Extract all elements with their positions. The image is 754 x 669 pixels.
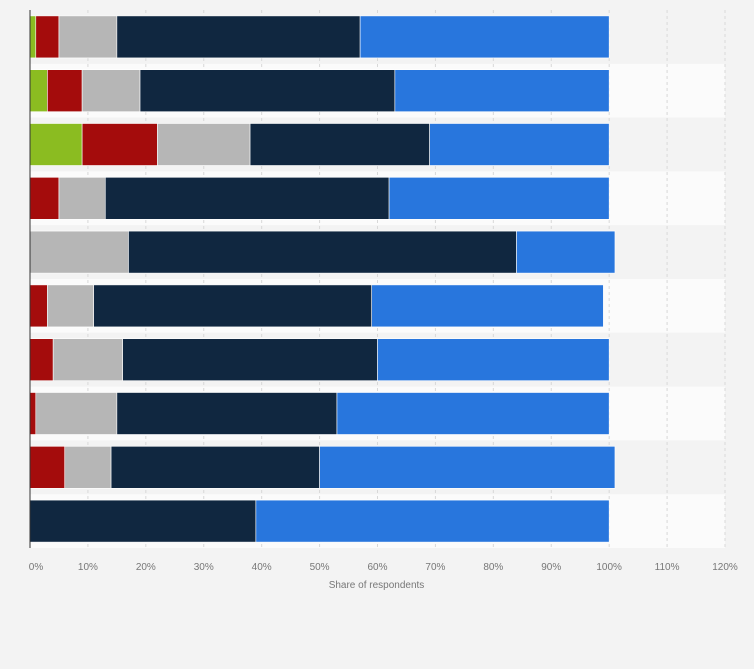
bar-segment[interactable] [29,392,37,435]
bar-segment[interactable] [116,15,361,59]
bar-segment[interactable] [157,123,251,166]
bar-segment[interactable] [394,69,610,112]
bar-segment[interactable] [35,392,118,435]
x-tick-label: 120% [712,562,738,573]
bar-segment[interactable] [116,392,338,435]
x-tick-label: 40% [252,562,272,573]
x-tick-label: 30% [194,562,214,573]
x-tick-label: 0% [29,562,44,573]
bar-segment[interactable] [81,123,158,166]
bar-segment[interactable] [139,69,396,112]
x-tick-label: 80% [483,562,503,573]
bar-segment[interactable] [58,15,118,59]
bar-segment[interactable] [29,123,83,166]
x-tick-label: 50% [310,562,330,573]
bar-segment[interactable] [81,69,141,112]
bar-segment[interactable] [255,499,610,543]
x-tick-label: 20% [136,562,156,573]
bar-segment[interactable] [58,177,106,220]
bar-segment[interactable] [35,15,60,59]
x-tick-label: 100% [596,562,622,573]
bar-segment[interactable] [249,123,430,166]
bar-segment[interactable] [29,15,37,59]
bar-segment[interactable] [29,177,60,220]
bar-segment[interactable] [52,338,123,382]
bar-segment[interactable] [29,499,257,543]
x-axis-title: Share of respondents [329,580,425,591]
bar-segment[interactable] [122,338,378,382]
bar-segment[interactable] [110,445,320,489]
bar-segment[interactable] [516,230,616,274]
bar-segment[interactable] [319,445,616,489]
bar-segment[interactable] [29,69,48,112]
bar-segment[interactable] [377,338,610,382]
bar-segment[interactable] [371,284,604,328]
bar-segment[interactable] [388,177,610,220]
bar-segment[interactable] [47,284,95,328]
x-tick-label: 60% [367,562,387,573]
bar-segment[interactable] [29,338,54,382]
bar-segment[interactable] [29,445,66,489]
bar-segment[interactable] [47,69,83,112]
bar-segment[interactable] [359,15,610,59]
bar-segment[interactable] [429,123,610,166]
x-tick-label: 70% [425,562,445,573]
bar-segments [29,15,616,543]
bar-segment[interactable] [64,445,112,489]
bar-segment[interactable] [93,284,373,328]
x-tick-label: 110% [655,562,680,573]
x-axis-tick-labels: 0% 10% 20% 30% 40% 50% 60% 70% 80% 90% 100% 110% 120… [29,562,738,573]
bar-segment[interactable] [104,177,390,220]
x-tick-label: 90% [541,562,561,573]
bar-segment[interactable] [29,230,129,274]
x-tick-label: 10% [78,562,98,573]
bar-segment[interactable] [128,230,517,274]
bar-segment[interactable] [29,284,48,328]
bar-segment[interactable] [336,392,610,435]
